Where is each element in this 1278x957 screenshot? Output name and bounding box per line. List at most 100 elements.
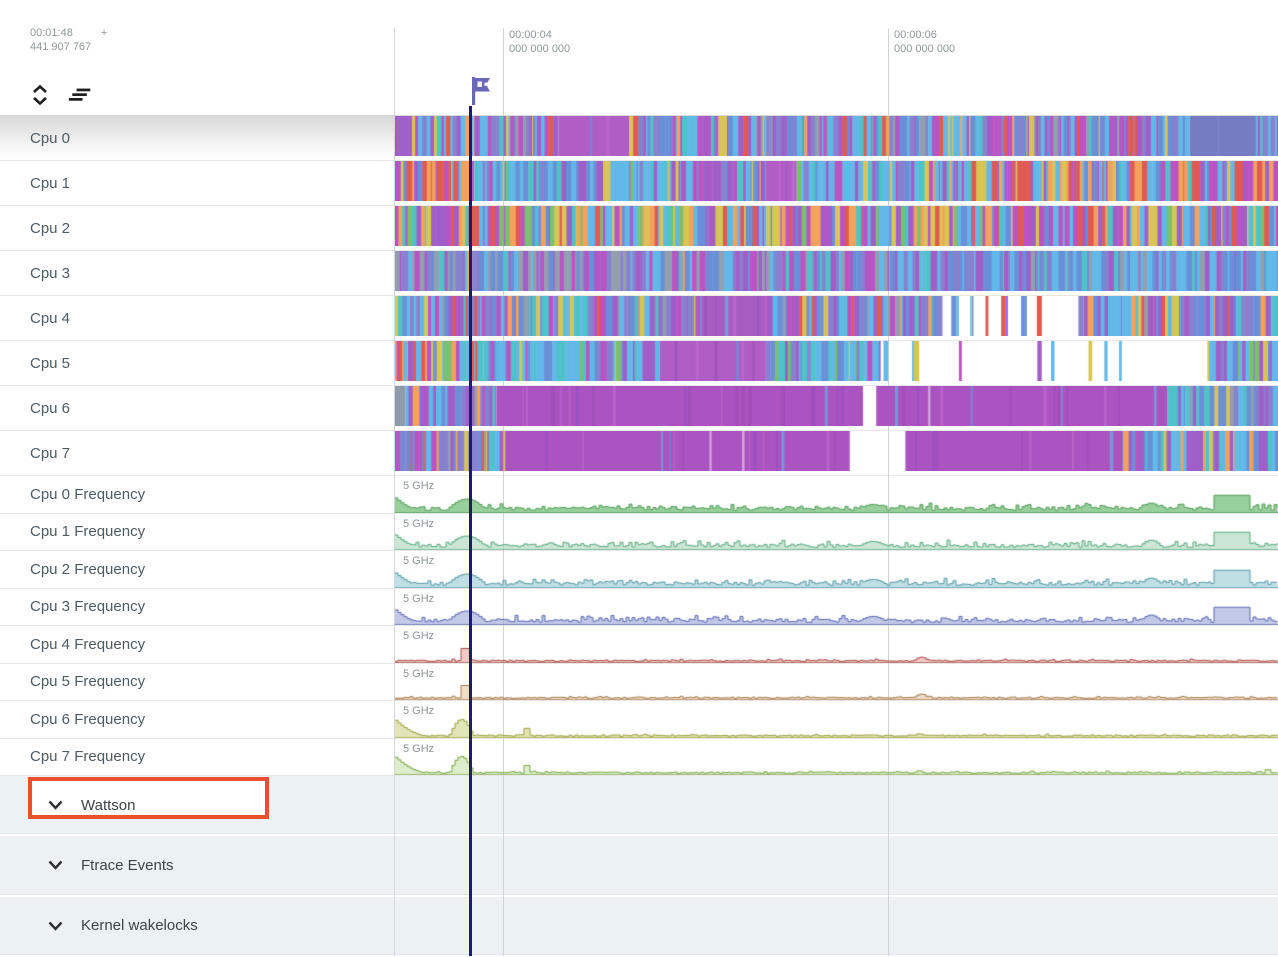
cpu-freq-canvas — [395, 701, 1278, 738]
chevron-down-icon[interactable] — [48, 800, 63, 810]
track-group-area[interactable] — [394, 776, 1278, 834]
track-label: Cpu 4 Frequency — [0, 626, 394, 663]
track-label-text: Cpu 0 — [30, 129, 71, 147]
sort-tracks-icon[interactable] — [68, 82, 92, 108]
cpu-sched-track-area[interactable] — [394, 206, 1278, 250]
tick-time: 00:00:06 — [894, 29, 937, 41]
freq-scale-label: 5 GHz — [403, 742, 435, 755]
cpu-sched-canvas — [395, 341, 1278, 381]
track-group-header[interactable]: Kernel wakelocks — [0, 897, 394, 955]
cpu-freq-track-area[interactable]: 5 GHz — [394, 701, 1278, 738]
expand-collapse-tracks-icon[interactable] — [28, 82, 52, 108]
flag-marker-icon[interactable] — [466, 75, 498, 107]
cpu-freq-canvas — [395, 626, 1278, 663]
cpu-sched-track-area[interactable] — [394, 116, 1278, 160]
track-group-label: Kernel wakelocks — [48, 917, 198, 934]
cpu-freq-track-area[interactable]: 5 GHz — [394, 476, 1278, 513]
track-group-label-text: Ftrace Events — [81, 856, 174, 874]
cpu-freq-track-row[interactable]: Cpu 1 Frequency 5 GHz — [0, 513, 1278, 551]
cpu-sched-track-area[interactable] — [394, 386, 1278, 430]
track-label-text: Cpu 6 — [30, 399, 71, 417]
cpu-freq-track-row[interactable]: Cpu 0 Frequency 5 GHz — [0, 476, 1278, 514]
track-label-text: Cpu 5 — [30, 354, 71, 372]
track-label: Cpu 3 Frequency — [0, 588, 394, 625]
track-label: Cpu 6 Frequency — [0, 701, 394, 738]
cpu-freq-track-row[interactable]: Cpu 3 Frequency 5 GHz — [0, 588, 1278, 626]
track-label: Cpu 0 Frequency — [0, 476, 394, 513]
track-label-text: Cpu 5 Frequency — [30, 673, 146, 691]
cpu-sched-track-area[interactable] — [394, 341, 1278, 385]
cpu-freq-track-row[interactable]: Cpu 4 Frequency 5 GHz — [0, 626, 1278, 664]
track-group-area[interactable] — [394, 836, 1278, 894]
track-group-row[interactable]: Ftrace Events — [0, 836, 1278, 897]
track-label: Cpu 5 — [0, 341, 394, 385]
cpu-sched-track-row[interactable]: Cpu 6 — [0, 386, 1278, 431]
tick-time: 00:00:04 — [509, 29, 552, 41]
cpu-sched-track-row[interactable]: Cpu 4 — [0, 296, 1278, 341]
cpu-freq-track-row[interactable]: Cpu 2 Frequency 5 GHz — [0, 551, 1278, 589]
origin-time-line: 00:01:48 + — [30, 27, 108, 39]
track-group-header[interactable]: Ftrace Events — [0, 836, 394, 894]
track-group-row[interactable]: Wattson — [0, 776, 1278, 837]
cpu-freq-track-area[interactable]: 5 GHz — [394, 514, 1278, 550]
cpu-sched-track-row[interactable]: Cpu 1 — [0, 161, 1278, 206]
cpu-freq-track-area[interactable]: 5 GHz — [394, 551, 1278, 588]
freq-scale-label: 5 GHz — [403, 705, 435, 717]
track-group-label-text: Wattson — [81, 796, 136, 814]
cpu-freq-canvas — [395, 664, 1278, 700]
flag-marker-line[interactable] — [469, 106, 472, 956]
track-label: Cpu 1 — [0, 161, 394, 205]
timeline-tick-label: 00:00:06 000 000 000 — [894, 28, 955, 56]
tick-nanoseconds: 000 000 000 — [509, 43, 571, 55]
cpu-freq-track-row[interactable]: Cpu 6 Frequency 5 GHz — [0, 701, 1278, 739]
freq-scale-label: 5 GHz — [403, 517, 435, 530]
trace-origin-timestamp: 00:01:48 + 441 907 767 — [30, 26, 107, 54]
cpu-freq-canvas — [395, 589, 1278, 625]
cpu-sched-canvas — [395, 206, 1278, 246]
cpu-sched-track-row[interactable]: Cpu 2 — [0, 206, 1278, 251]
cpu-freq-track-area[interactable]: 5 GHz — [394, 739, 1278, 775]
cpu-freq-track-row[interactable]: Cpu 7 Frequency 5 GHz — [0, 738, 1278, 776]
highlight-outline-box — [28, 777, 269, 819]
chevron-down-icon[interactable] — [48, 921, 63, 931]
origin-nanoseconds: 441 907 767 — [30, 41, 92, 53]
freq-scale-label: 5 GHz — [403, 630, 435, 642]
track-label-text: Cpu 7 Frequency — [30, 748, 146, 766]
track-toolbar — [28, 82, 92, 108]
chevron-down-icon[interactable] — [48, 860, 63, 871]
origin-offset-sign: + — [100, 27, 108, 39]
cpu-sched-canvas — [395, 431, 1278, 471]
track-label-text: Cpu 4 Frequency — [30, 635, 146, 653]
cpu-sched-track-row[interactable]: Cpu 3 — [0, 251, 1278, 296]
track-group-header[interactable]: Wattson — [0, 776, 394, 834]
timeline-ruler: 00:01:48 + 441 907 767 00:00:04 000 000 00… — [0, 0, 1278, 115]
track-shell-boundary-line — [394, 28, 395, 956]
track-label: Cpu 5 Frequency — [0, 663, 394, 700]
cpu-freq-track-area[interactable]: 5 GHz — [394, 626, 1278, 663]
track-group-area[interactable] — [394, 897, 1278, 955]
track-group-label: Wattson — [48, 797, 135, 814]
cpu-freq-track-row[interactable]: Cpu 5 Frequency 5 GHz — [0, 663, 1278, 701]
cpu-sched-track-row[interactable]: Cpu 5 — [0, 341, 1278, 386]
tick-nanoseconds: 000 000 000 — [894, 43, 956, 55]
cpu-sched-track-area[interactable] — [394, 296, 1278, 340]
track-group-label: Ftrace Events — [48, 857, 174, 874]
cpu-freq-track-area[interactable]: 5 GHz — [394, 589, 1278, 625]
cpu-freq-canvas — [395, 739, 1278, 775]
cpu-sched-track-row[interactable]: Cpu 0 — [0, 116, 1278, 161]
track-label: Cpu 2 — [0, 206, 394, 250]
track-label: Cpu 1 Frequency — [0, 513, 394, 550]
cpu-sched-track-area[interactable] — [394, 161, 1278, 205]
cpu-sched-track-row[interactable]: Cpu 7 — [0, 431, 1278, 476]
cpu-freq-track-area[interactable]: 5 GHz — [394, 664, 1278, 700]
track-group-label-text: Kernel wakelocks — [81, 917, 198, 935]
track-group-row[interactable]: Kernel wakelocks — [0, 896, 1278, 957]
cpu-sched-canvas — [395, 296, 1278, 336]
track-label: Cpu 7 Frequency — [0, 738, 394, 775]
freq-scale-label: 5 GHz — [403, 555, 435, 567]
tracks-container: Cpu 0 Cpu 1 Cpu 2 Cpu 3 Cpu 4 Cpu 5 Cpu 6 Cpu 7… — [0, 115, 1278, 957]
cpu-sched-track-area[interactable] — [394, 251, 1278, 295]
cpu-sched-track-area[interactable] — [394, 431, 1278, 475]
timeline-tick-label: 00:00:04 000 000 000 — [509, 28, 570, 56]
